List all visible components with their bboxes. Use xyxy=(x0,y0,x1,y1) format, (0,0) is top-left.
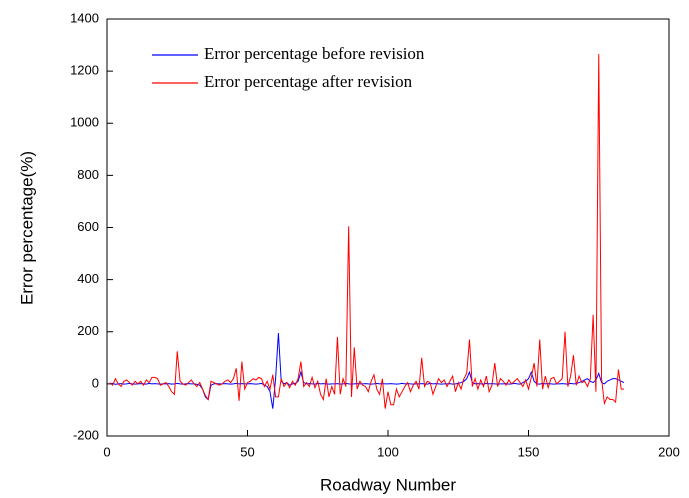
y-tick-label: 800 xyxy=(77,167,99,182)
y-tick-label: -200 xyxy=(73,427,99,442)
x-axis-title: Roadway Number xyxy=(320,475,456,494)
x-tick-label: 200 xyxy=(658,444,680,459)
x-tick-label: 0 xyxy=(103,444,110,459)
legend-label: Error percentage after revision xyxy=(204,72,413,91)
y-tick-label: 0 xyxy=(92,375,99,390)
y-axis-title: Error percentage(%) xyxy=(17,151,36,305)
y-tick-label: 600 xyxy=(77,219,99,234)
y-tick-label: 400 xyxy=(77,271,99,286)
data-line xyxy=(109,54,625,409)
x-tick-label: 50 xyxy=(240,444,254,459)
y-tick-label: 1200 xyxy=(70,63,99,78)
y-tick-label: 1400 xyxy=(70,10,99,25)
data-line xyxy=(109,333,625,409)
x-tick-label: 100 xyxy=(377,444,399,459)
legend-label: Error percentage before revision xyxy=(204,44,425,63)
x-tick-label: 150 xyxy=(518,444,540,459)
y-tick-label: 1000 xyxy=(70,115,99,130)
y-tick-label: 200 xyxy=(77,323,99,338)
